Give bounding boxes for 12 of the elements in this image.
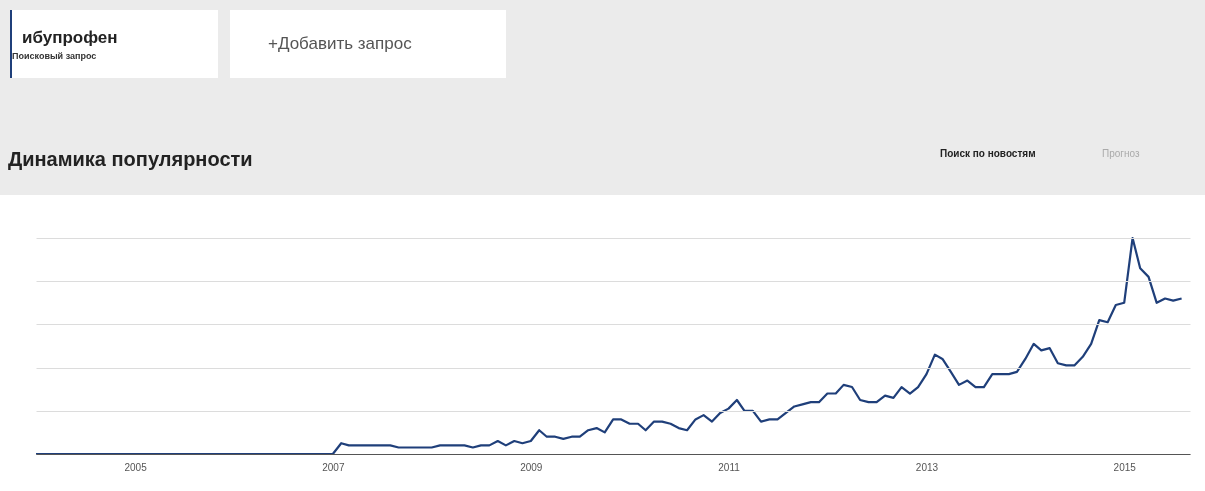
text: ибупрофен bbox=[22, 28, 118, 47]
x-tick-label: 2015 bbox=[1113, 461, 1137, 473]
text: Поиск по новостям bbox=[940, 148, 1036, 159]
x-tick-label: 2011 bbox=[718, 461, 741, 473]
x-tick-label: 2005 bbox=[124, 461, 148, 473]
chart-title: Динамика популярности bbox=[8, 148, 253, 170]
x-tick-label: 2013 bbox=[915, 461, 939, 473]
text: Прогноз bbox=[1102, 148, 1140, 159]
x-tick-label: 2007 bbox=[322, 461, 345, 473]
text: +Добавить запрос bbox=[268, 34, 413, 53]
x-tick-label: 2009 bbox=[520, 461, 543, 473]
text: Поисковый запрос bbox=[12, 51, 97, 61]
